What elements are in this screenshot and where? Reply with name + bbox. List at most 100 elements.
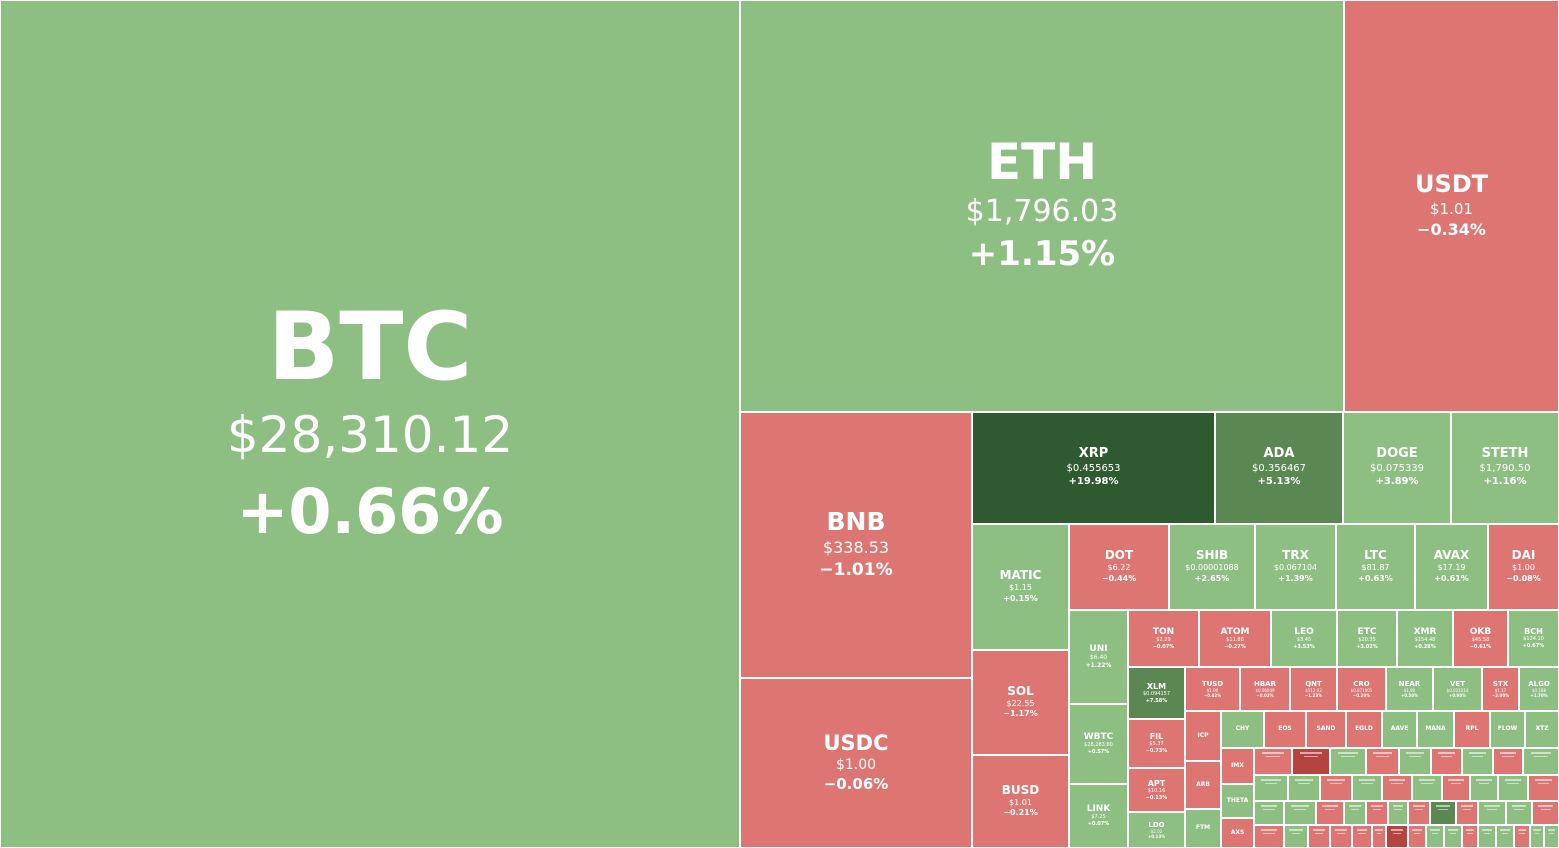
- tile-steth[interactable]: STETH $1,790.50 +1.16%: [1451, 412, 1559, 524]
- tile-btc[interactable]: BTC $28,310.12 +0.66%: [0, 0, 740, 848]
- tile-avax[interactable]: AVAX $17.19 +0.61%: [1415, 524, 1488, 610]
- tile-minor-asset[interactable]: [1530, 825, 1544, 848]
- tile-minor-asset[interactable]: [1506, 801, 1532, 825]
- tile-minor-asset[interactable]: [1498, 775, 1528, 801]
- tile-minor-asset[interactable]: [1386, 825, 1408, 848]
- tile-fil[interactable]: FIL $5.37 −0.73%: [1128, 719, 1185, 768]
- tile-bnb[interactable]: BNB $338.53 −1.01%: [740, 412, 972, 678]
- tile-arb[interactable]: ARB: [1185, 761, 1221, 809]
- tile-sand[interactable]: SAND: [1306, 711, 1346, 748]
- tile-minor-asset[interactable]: [1284, 825, 1308, 848]
- tile-near[interactable]: NEAR $1.80 +0.50%: [1386, 667, 1433, 711]
- tile-axs[interactable]: AXS: [1221, 818, 1254, 848]
- tile-stx[interactable]: STX $1.17 −2.00%: [1482, 667, 1519, 711]
- tile-xtz[interactable]: XTZ: [1525, 711, 1559, 748]
- tile-xrp[interactable]: XRP $0.455653 +19.98%: [972, 412, 1215, 524]
- tile-minor-asset[interactable]: [1320, 775, 1352, 801]
- tile-xlm[interactable]: XLM $0.094157 +7.58%: [1128, 667, 1185, 719]
- tile-minor-asset[interactable]: [1382, 775, 1412, 801]
- tile-algo[interactable]: ALGO $0.188 +1.70%: [1519, 667, 1559, 711]
- tile-icp[interactable]: ICP: [1185, 711, 1221, 761]
- tile-minor-asset[interactable]: [1478, 801, 1506, 825]
- tile-trx[interactable]: TRX $0.067104 +1.39%: [1255, 524, 1336, 610]
- tile-minor-asset[interactable]: [1462, 748, 1493, 775]
- tile-sol[interactable]: SOL $22.55 −1.17%: [972, 650, 1069, 755]
- tile-ton[interactable]: TON $2.29 −0.07%: [1128, 610, 1199, 667]
- tile-doge[interactable]: DOGE $0.075339 +3.89%: [1343, 412, 1451, 524]
- tile-minor-asset[interactable]: [1532, 801, 1559, 825]
- tile-minor-asset[interactable]: [1308, 825, 1330, 848]
- tile-egld[interactable]: EGLD: [1346, 711, 1382, 748]
- tile-minor-asset[interactable]: [1444, 825, 1462, 848]
- tile-shib[interactable]: SHIB $0.00001088 +2.65%: [1169, 524, 1255, 610]
- tile-wbtc[interactable]: WBTC $28,283.80 +0.57%: [1069, 704, 1128, 784]
- tile-ldo[interactable]: LDO $2.02 +0.13%: [1128, 812, 1185, 848]
- tile-minor-asset[interactable]: [1412, 775, 1442, 801]
- tile-minor-asset[interactable]: [1292, 748, 1330, 775]
- tile-minor-asset[interactable]: [1254, 825, 1284, 848]
- tile-usdc[interactable]: USDC $1.00 −0.06%: [740, 678, 972, 848]
- tile-qnt[interactable]: QNT $112.03 −1.23%: [1290, 667, 1337, 711]
- tile-atom[interactable]: ATOM $11.80 −0.27%: [1199, 610, 1271, 667]
- tile-xmr[interactable]: XMR $154.48 +0.28%: [1397, 610, 1453, 667]
- tile-ltc[interactable]: LTC $81.87 +0.63%: [1336, 524, 1415, 610]
- tile-minor-asset[interactable]: [1456, 801, 1478, 825]
- tile-okb[interactable]: OKB $45.58 −0.61%: [1453, 610, 1508, 667]
- tile-minor-asset[interactable]: [1330, 748, 1366, 775]
- tile-minor-asset[interactable]: [1426, 825, 1444, 848]
- tile-minor-asset[interactable]: [1254, 748, 1292, 775]
- tile-hbar[interactable]: HBAR $0.06049 −0.02%: [1240, 667, 1290, 711]
- tile-minor-asset[interactable]: [1388, 801, 1408, 825]
- tile-apt[interactable]: APT $10.16 −0.13%: [1128, 768, 1185, 812]
- tile-minor-asset[interactable]: [1344, 801, 1366, 825]
- tile-aave[interactable]: AAVE: [1382, 711, 1417, 748]
- tile-dot[interactable]: DOT $6.22 −0.44%: [1069, 524, 1169, 610]
- tile-ada[interactable]: ADA $0.356467 +5.13%: [1215, 412, 1343, 524]
- tile-imx[interactable]: IMX: [1221, 748, 1254, 784]
- tile-minor-asset[interactable]: [1288, 775, 1320, 801]
- tile-eos[interactable]: EOS: [1264, 711, 1306, 748]
- tile-bch[interactable]: BCH $124.10 +0.67%: [1508, 610, 1559, 667]
- tile-matic[interactable]: MATIC $1.15 +0.15%: [972, 524, 1069, 650]
- tile-mana[interactable]: MANA: [1417, 711, 1454, 748]
- tile-vet[interactable]: VET $0.021014 +0.90%: [1433, 667, 1482, 711]
- tile-minor-asset[interactable]: [1442, 775, 1470, 801]
- tile-minor-asset[interactable]: [1514, 825, 1530, 848]
- tile-minor-asset[interactable]: [1366, 748, 1399, 775]
- tile-busd[interactable]: BUSD $1.01 −0.21%: [972, 755, 1069, 848]
- tile-minor-asset[interactable]: [1284, 801, 1316, 825]
- tile-etc[interactable]: ETC $20.35 +3.02%: [1337, 610, 1397, 667]
- tile-cro[interactable]: CRO $0.071001 −0.20%: [1337, 667, 1386, 711]
- tile-minor-asset[interactable]: [1408, 801, 1430, 825]
- tile-theta[interactable]: THETA: [1221, 784, 1254, 818]
- tile-link[interactable]: LINK $7.25 +0.07%: [1069, 784, 1128, 848]
- tile-minor-asset[interactable]: [1366, 801, 1388, 825]
- tile-chy[interactable]: CHY: [1221, 711, 1264, 748]
- tile-minor-asset[interactable]: [1470, 775, 1498, 801]
- tile-tusd[interactable]: TUSD $1.00 −0.42%: [1185, 667, 1240, 711]
- tile-minor-asset[interactable]: [1352, 825, 1372, 848]
- tile-leo[interactable]: LEO $3.45 +3.53%: [1271, 610, 1337, 667]
- tile-minor-asset[interactable]: [1408, 825, 1426, 848]
- tile-usdt[interactable]: USDT $1.01 −0.34%: [1344, 0, 1559, 412]
- tile-rpl[interactable]: RPL: [1454, 711, 1490, 748]
- tile-minor-asset[interactable]: [1372, 825, 1386, 848]
- tile-minor-asset[interactable]: [1496, 825, 1514, 848]
- tile-eth[interactable]: ETH $1,796.03 +1.15%: [740, 0, 1344, 412]
- tile-minor-asset[interactable]: [1528, 775, 1559, 801]
- tile-minor-asset[interactable]: [1254, 801, 1284, 825]
- tile-minor-asset[interactable]: [1431, 748, 1462, 775]
- tile-dai[interactable]: DAI $1.00 −0.08%: [1488, 524, 1559, 610]
- tile-minor-asset[interactable]: [1523, 748, 1559, 775]
- tile-minor-asset[interactable]: [1316, 801, 1344, 825]
- tile-minor-asset[interactable]: [1254, 775, 1288, 801]
- tile-minor-asset[interactable]: [1478, 825, 1496, 848]
- tile-minor-asset[interactable]: [1430, 801, 1456, 825]
- tile-minor-asset[interactable]: [1399, 748, 1431, 775]
- tile-minor-asset[interactable]: [1462, 825, 1478, 848]
- tile-ftm[interactable]: FTM: [1185, 809, 1221, 848]
- tile-minor-asset[interactable]: [1330, 825, 1352, 848]
- tile-minor-asset[interactable]: [1544, 825, 1559, 848]
- tile-flow[interactable]: FLOW: [1490, 711, 1525, 748]
- tile-minor-asset[interactable]: [1352, 775, 1382, 801]
